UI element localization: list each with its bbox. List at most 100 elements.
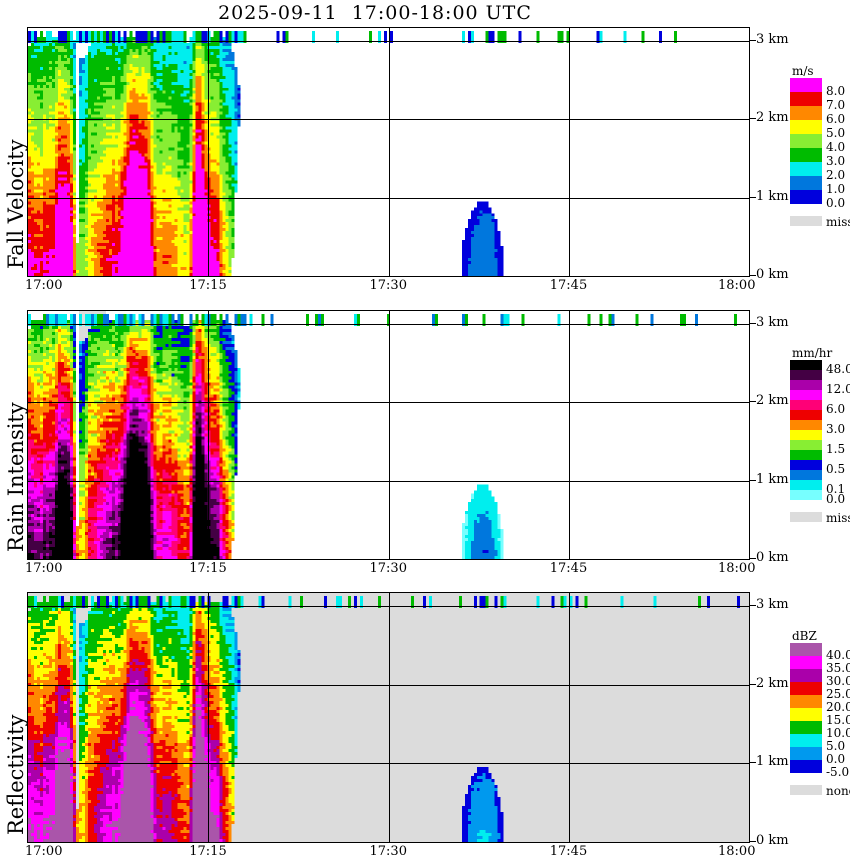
radar-heatmap-rain-intensity — [28, 311, 749, 559]
xtick-label: 18:00 — [718, 278, 756, 293]
ytick-mark — [750, 762, 756, 763]
ytick-label: 0 km — [756, 550, 789, 565]
ytick-label: 3 km — [756, 597, 789, 612]
colorbar-swatch — [790, 78, 822, 92]
radar-heatmap-fall-velocity — [28, 28, 749, 276]
colorbar-unit-label: m/s — [792, 64, 814, 78]
colorbar-tick-label: 12.0 — [826, 382, 850, 396]
ytick-label: 0 km — [756, 833, 789, 848]
page-title: 2025-09-11 17:00-18:00 UTC — [218, 2, 532, 24]
colorbar-tick-label: 5.0 — [826, 126, 846, 140]
colorbar-tick-label: 15.0 — [826, 713, 850, 727]
ytick-mark — [750, 40, 756, 41]
colorbar-swatch — [790, 734, 822, 747]
colorbar-tick-label: 0.0 — [826, 196, 846, 210]
ytick-label: 1 km — [756, 754, 789, 770]
colorbar-swatch — [790, 92, 822, 106]
ytick-mark — [750, 605, 756, 606]
colorbar-swatch — [790, 721, 822, 734]
colorbar-swatch — [790, 390, 822, 400]
xtick-label: 17:00 — [25, 278, 63, 293]
colorbar-tick-label: 30.0 — [826, 674, 850, 688]
colorbar-tick-label: 1.0 — [826, 182, 846, 196]
colorbar-tick-label: 3.0 — [826, 422, 846, 436]
colorbar-unit-label: mm/hr — [792, 346, 833, 360]
ytick-mark — [750, 480, 756, 481]
colorbar-tick-label: 0.0 — [826, 752, 846, 766]
plot-area-reflectivity[interactable] — [27, 592, 750, 843]
colorbar-missing-swatch — [790, 216, 822, 226]
colorbar-tick-label: 8.0 — [826, 84, 846, 98]
xtick-label: 17:45 — [549, 844, 588, 859]
xtick-label: 17:30 — [369, 844, 407, 859]
colorbar-tick-label: 40.0 — [826, 648, 850, 662]
ytick-mark — [750, 197, 756, 198]
colorbar-swatch — [790, 708, 822, 721]
xtick-label: 17:15 — [189, 278, 227, 293]
xtick-label: 17:15 — [189, 561, 227, 576]
colorbar-tick-label: 25.0 — [826, 687, 850, 701]
ytick-mark — [750, 401, 756, 402]
xtick-label: 18:00 — [718, 844, 756, 859]
ytick-label: 2 km — [756, 675, 789, 691]
colorbar-missing-label: miss — [826, 511, 850, 525]
ytick-mark — [750, 558, 756, 559]
colorbar-swatch — [790, 682, 822, 695]
ytick-label: 3 km — [756, 315, 789, 330]
colorbar-swatch — [790, 430, 822, 440]
colorbar-swatch — [790, 370, 822, 380]
xtick-label: 17:00 — [25, 844, 63, 859]
colorbar-swatch — [790, 176, 822, 190]
colorbar-swatch — [790, 360, 822, 370]
colorbar-unit-label: dBZ — [792, 629, 817, 643]
ytick-label: 2 km — [756, 110, 789, 126]
ytick-label: 1 km — [756, 471, 789, 487]
colorbar-swatch — [790, 760, 822, 773]
colorbar-swatch — [790, 190, 822, 204]
xtick-label: 17:30 — [369, 561, 407, 576]
colorbar-swatch — [790, 134, 822, 148]
colorbar-swatch — [790, 440, 822, 450]
colorbar-swatch — [790, 380, 822, 390]
colorbar-swatch — [790, 460, 822, 470]
colorbar-tick-label: 5.0 — [826, 739, 846, 753]
ytick-label: 1 km — [756, 188, 789, 204]
ytick-mark — [750, 118, 756, 119]
axis-label-reflectivity: Reflectivity — [4, 714, 28, 835]
colorbar-tick-label: 48.0 — [826, 362, 850, 376]
colorbar-swatch — [790, 470, 822, 480]
xtick-label: 17:30 — [369, 278, 407, 293]
colorbar-swatch — [790, 450, 822, 460]
colorbar-swatch — [790, 148, 822, 162]
colorbar-swatch — [790, 410, 822, 420]
colorbar-missing-label: miss — [826, 215, 850, 229]
colorbar-swatch — [790, 490, 822, 500]
colorbar-swatch — [790, 106, 822, 120]
xtick-label: 17:00 — [25, 561, 63, 576]
colorbar-swatch — [790, 695, 822, 708]
colorbar-swatch — [790, 420, 822, 430]
colorbar-tick-label: -5.0 — [826, 765, 850, 779]
colorbar-tick-label: 10.0 — [826, 726, 850, 740]
colorbar-tick-label: 35.0 — [826, 661, 850, 675]
ytick-mark — [750, 323, 756, 324]
ytick-label: 0 km — [756, 267, 789, 282]
ytick-label: 2 km — [756, 393, 789, 409]
colorbar-missing-label: none — [826, 784, 850, 798]
colorbar-tick-label: 6.0 — [826, 112, 846, 126]
colorbar-tick-label: 20.0 — [826, 700, 850, 714]
colorbar-missing-swatch — [790, 512, 822, 522]
colorbar-tick-label: 2.0 — [826, 168, 846, 182]
xtick-label: 17:15 — [189, 844, 227, 859]
colorbar-missing-swatch — [790, 785, 822, 795]
colorbar-tick-label: 4.0 — [826, 140, 846, 154]
colorbar-swatch — [790, 162, 822, 176]
colorbar-swatch — [790, 747, 822, 760]
colorbar-swatch — [790, 400, 822, 410]
colorbar-tick-label: 0.1 — [826, 482, 846, 496]
colorbar-swatch — [790, 643, 822, 656]
ytick-mark — [750, 841, 756, 842]
colorbar-swatch — [790, 669, 822, 682]
